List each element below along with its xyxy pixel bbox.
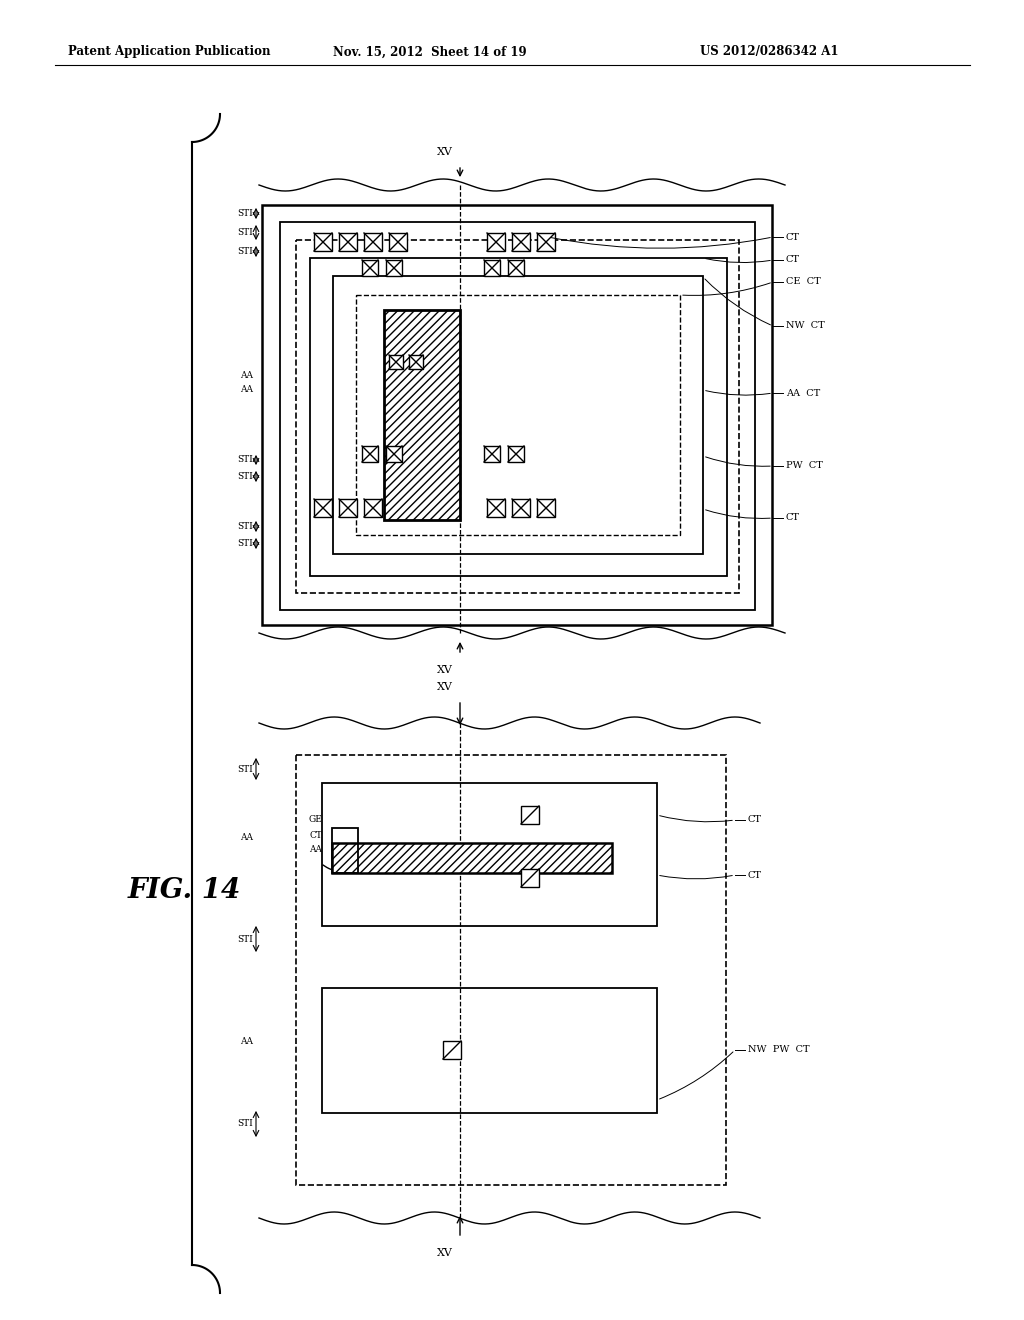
Text: CT: CT [786, 232, 800, 242]
Bar [487, 499, 505, 517]
Text: CT: CT [748, 870, 762, 879]
Bar [384, 310, 460, 520]
Bar [389, 355, 403, 370]
Text: STI: STI [238, 539, 253, 548]
Text: FIG. 14: FIG. 14 [128, 876, 242, 903]
Bar [339, 499, 357, 517]
Text: US 2012/0286342 A1: US 2012/0286342 A1 [700, 45, 839, 58]
Text: CT: CT [309, 830, 322, 840]
Bar [362, 260, 378, 276]
Bar [296, 755, 726, 1185]
Bar [332, 843, 612, 873]
Bar [310, 257, 727, 576]
Bar [332, 828, 358, 873]
Text: STI: STI [238, 228, 253, 238]
Text: CT: CT [748, 816, 762, 825]
Text: STI: STI [238, 455, 253, 465]
Bar [443, 1041, 461, 1059]
Text: Patent Application Publication: Patent Application Publication [68, 45, 270, 58]
Bar [362, 446, 378, 462]
Bar [386, 446, 402, 462]
Bar [521, 869, 539, 887]
Bar [484, 260, 500, 276]
Text: STI: STI [238, 521, 253, 531]
Bar [487, 234, 505, 251]
Text: CT: CT [786, 513, 800, 523]
Bar [508, 260, 524, 276]
Bar [508, 446, 524, 462]
Text: CT: CT [786, 256, 800, 264]
Text: CE  CT: CE CT [786, 277, 821, 286]
Bar [386, 260, 402, 276]
Bar [262, 205, 772, 624]
Bar [322, 987, 657, 1113]
Text: XV: XV [437, 665, 453, 675]
Text: AA: AA [240, 833, 253, 842]
Text: AA: AA [240, 1038, 253, 1047]
Text: AA: AA [309, 846, 322, 854]
Bar [512, 234, 530, 251]
Bar [484, 446, 500, 462]
Bar [409, 355, 423, 370]
Bar [364, 234, 382, 251]
Bar [296, 240, 739, 593]
Bar [389, 234, 407, 251]
Bar [364, 499, 382, 517]
Text: NW  CT: NW CT [786, 322, 824, 330]
Bar [280, 222, 755, 610]
Bar [339, 234, 357, 251]
Text: STI: STI [238, 764, 253, 774]
Text: STI: STI [238, 247, 253, 256]
Text: STI: STI [238, 1119, 253, 1129]
Bar [314, 234, 332, 251]
Text: NW  PW  CT: NW PW CT [748, 1045, 810, 1055]
Text: AA: AA [240, 371, 253, 380]
Text: STI: STI [238, 473, 253, 480]
Text: GE: GE [308, 816, 322, 825]
Text: Nov. 15, 2012  Sheet 14 of 19: Nov. 15, 2012 Sheet 14 of 19 [333, 45, 526, 58]
Bar [521, 807, 539, 824]
Bar [537, 234, 555, 251]
Text: STI: STI [238, 935, 253, 944]
Bar [512, 499, 530, 517]
Bar [322, 783, 657, 927]
Text: AA  CT: AA CT [786, 388, 820, 397]
Text: PW  CT: PW CT [786, 462, 823, 470]
Bar [537, 499, 555, 517]
Text: XV: XV [437, 147, 453, 157]
Text: STI: STI [238, 209, 253, 218]
Bar [356, 294, 680, 535]
Text: XV: XV [437, 1247, 453, 1258]
Text: AA: AA [240, 385, 253, 395]
Bar [314, 499, 332, 517]
Text: XV: XV [437, 682, 453, 692]
Bar [333, 276, 703, 554]
